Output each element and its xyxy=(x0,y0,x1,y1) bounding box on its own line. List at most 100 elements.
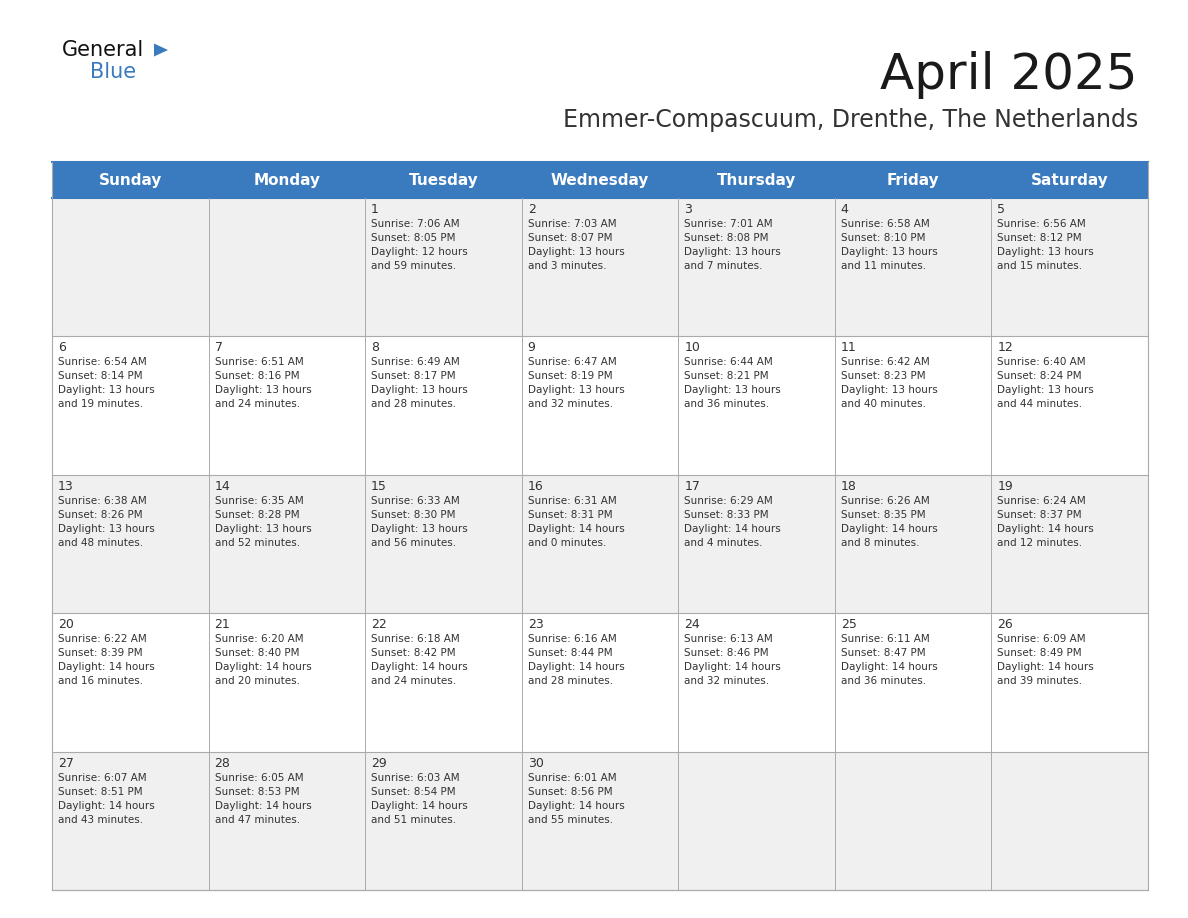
Bar xyxy=(992,198,1148,336)
Text: 26: 26 xyxy=(998,618,1013,632)
Text: and 52 minutes.: and 52 minutes. xyxy=(215,538,299,548)
Text: Daylight: 14 hours: Daylight: 14 hours xyxy=(371,800,468,811)
Text: Emmer-Compascuum, Drenthe, The Netherlands: Emmer-Compascuum, Drenthe, The Netherlan… xyxy=(563,108,1138,132)
Text: Sunset: 8:24 PM: Sunset: 8:24 PM xyxy=(998,372,1082,381)
Text: Sunset: 8:39 PM: Sunset: 8:39 PM xyxy=(58,648,143,658)
Bar xyxy=(522,475,678,613)
Text: Sunrise: 6:58 AM: Sunrise: 6:58 AM xyxy=(841,219,929,229)
Text: Daylight: 14 hours: Daylight: 14 hours xyxy=(58,662,154,672)
Text: Sunset: 8:08 PM: Sunset: 8:08 PM xyxy=(684,233,769,243)
Text: and 7 minutes.: and 7 minutes. xyxy=(684,261,763,271)
Text: Sunrise: 6:18 AM: Sunrise: 6:18 AM xyxy=(371,634,460,644)
Text: Sunrise: 6:05 AM: Sunrise: 6:05 AM xyxy=(215,773,303,783)
Text: Sunrise: 6:09 AM: Sunrise: 6:09 AM xyxy=(998,634,1086,644)
Text: April 2025: April 2025 xyxy=(880,51,1138,99)
Text: and 36 minutes.: and 36 minutes. xyxy=(841,677,925,686)
Text: 13: 13 xyxy=(58,480,74,493)
Text: and 32 minutes.: and 32 minutes. xyxy=(684,677,770,686)
Text: Sunrise: 6:44 AM: Sunrise: 6:44 AM xyxy=(684,357,773,367)
Text: Sunrise: 6:40 AM: Sunrise: 6:40 AM xyxy=(998,357,1086,367)
Text: Sunset: 8:49 PM: Sunset: 8:49 PM xyxy=(998,648,1082,658)
Text: Sunrise: 6:33 AM: Sunrise: 6:33 AM xyxy=(371,496,460,506)
Text: Daylight: 14 hours: Daylight: 14 hours xyxy=(371,662,468,672)
Text: and 24 minutes.: and 24 minutes. xyxy=(215,399,299,409)
Text: Daylight: 14 hours: Daylight: 14 hours xyxy=(527,524,625,533)
Text: Sunset: 8:19 PM: Sunset: 8:19 PM xyxy=(527,372,612,381)
Text: 8: 8 xyxy=(371,341,379,354)
Text: Daylight: 13 hours: Daylight: 13 hours xyxy=(215,386,311,396)
Text: Tuesday: Tuesday xyxy=(409,173,479,187)
Text: Daylight: 13 hours: Daylight: 13 hours xyxy=(215,524,311,533)
Text: Sunrise: 7:03 AM: Sunrise: 7:03 AM xyxy=(527,219,617,229)
Text: 27: 27 xyxy=(58,756,74,769)
Text: Sunrise: 6:03 AM: Sunrise: 6:03 AM xyxy=(371,773,460,783)
Text: 2: 2 xyxy=(527,203,536,216)
Text: and 48 minutes.: and 48 minutes. xyxy=(58,538,143,548)
Text: Daylight: 13 hours: Daylight: 13 hours xyxy=(371,524,468,533)
Text: Sunset: 8:21 PM: Sunset: 8:21 PM xyxy=(684,372,769,381)
Bar xyxy=(209,336,365,475)
Bar xyxy=(835,198,992,336)
Text: Daylight: 13 hours: Daylight: 13 hours xyxy=(371,386,468,396)
Text: Sunrise: 6:47 AM: Sunrise: 6:47 AM xyxy=(527,357,617,367)
Text: Sunrise: 7:01 AM: Sunrise: 7:01 AM xyxy=(684,219,773,229)
Text: 29: 29 xyxy=(371,756,387,769)
Text: Sunset: 8:42 PM: Sunset: 8:42 PM xyxy=(371,648,456,658)
Text: Daylight: 12 hours: Daylight: 12 hours xyxy=(371,247,468,257)
Text: 18: 18 xyxy=(841,480,857,493)
Text: Sunset: 8:05 PM: Sunset: 8:05 PM xyxy=(371,233,456,243)
Bar xyxy=(365,475,522,613)
Text: and 12 minutes.: and 12 minutes. xyxy=(998,538,1082,548)
Text: Sunrise: 6:51 AM: Sunrise: 6:51 AM xyxy=(215,357,303,367)
Text: Sunrise: 6:16 AM: Sunrise: 6:16 AM xyxy=(527,634,617,644)
Text: Daylight: 14 hours: Daylight: 14 hours xyxy=(684,524,781,533)
Bar xyxy=(678,336,835,475)
Text: 24: 24 xyxy=(684,618,700,632)
Text: and 3 minutes.: and 3 minutes. xyxy=(527,261,606,271)
Text: Sunday: Sunday xyxy=(99,173,162,187)
Text: Sunset: 8:51 PM: Sunset: 8:51 PM xyxy=(58,787,143,797)
Text: and 40 minutes.: and 40 minutes. xyxy=(841,399,925,409)
Text: and 43 minutes.: and 43 minutes. xyxy=(58,814,143,824)
Text: 22: 22 xyxy=(371,618,387,632)
Text: Sunrise: 6:20 AM: Sunrise: 6:20 AM xyxy=(215,634,303,644)
Text: Sunrise: 6:07 AM: Sunrise: 6:07 AM xyxy=(58,773,146,783)
Bar xyxy=(835,752,992,890)
Text: 25: 25 xyxy=(841,618,857,632)
Bar xyxy=(209,475,365,613)
Text: and 36 minutes.: and 36 minutes. xyxy=(684,399,770,409)
Text: 4: 4 xyxy=(841,203,848,216)
Text: 12: 12 xyxy=(998,341,1013,354)
Text: and 15 minutes.: and 15 minutes. xyxy=(998,261,1082,271)
Bar xyxy=(52,613,209,752)
Text: 16: 16 xyxy=(527,480,543,493)
Bar xyxy=(209,752,365,890)
Text: and 24 minutes.: and 24 minutes. xyxy=(371,677,456,686)
Text: Sunset: 8:10 PM: Sunset: 8:10 PM xyxy=(841,233,925,243)
Text: Sunset: 8:44 PM: Sunset: 8:44 PM xyxy=(527,648,612,658)
Text: and 4 minutes.: and 4 minutes. xyxy=(684,538,763,548)
Text: and 51 minutes.: and 51 minutes. xyxy=(371,814,456,824)
Text: Sunset: 8:37 PM: Sunset: 8:37 PM xyxy=(998,509,1082,520)
Text: and 32 minutes.: and 32 minutes. xyxy=(527,399,613,409)
Text: Sunrise: 6:26 AM: Sunrise: 6:26 AM xyxy=(841,496,929,506)
Text: and 28 minutes.: and 28 minutes. xyxy=(371,399,456,409)
Text: Sunrise: 6:49 AM: Sunrise: 6:49 AM xyxy=(371,357,460,367)
Bar xyxy=(522,198,678,336)
Bar xyxy=(678,198,835,336)
Text: and 0 minutes.: and 0 minutes. xyxy=(527,538,606,548)
Text: 7: 7 xyxy=(215,341,222,354)
Text: Sunset: 8:46 PM: Sunset: 8:46 PM xyxy=(684,648,769,658)
Bar xyxy=(52,162,1148,198)
Text: Sunrise: 6:01 AM: Sunrise: 6:01 AM xyxy=(527,773,617,783)
Text: Sunrise: 6:38 AM: Sunrise: 6:38 AM xyxy=(58,496,147,506)
Text: Sunset: 8:35 PM: Sunset: 8:35 PM xyxy=(841,509,925,520)
Text: Monday: Monday xyxy=(253,173,321,187)
Bar xyxy=(52,752,209,890)
Bar xyxy=(52,336,209,475)
Text: Daylight: 13 hours: Daylight: 13 hours xyxy=(841,386,937,396)
Text: Daylight: 14 hours: Daylight: 14 hours xyxy=(841,524,937,533)
Text: Sunset: 8:23 PM: Sunset: 8:23 PM xyxy=(841,372,925,381)
Text: Daylight: 13 hours: Daylight: 13 hours xyxy=(998,247,1094,257)
Bar xyxy=(678,613,835,752)
